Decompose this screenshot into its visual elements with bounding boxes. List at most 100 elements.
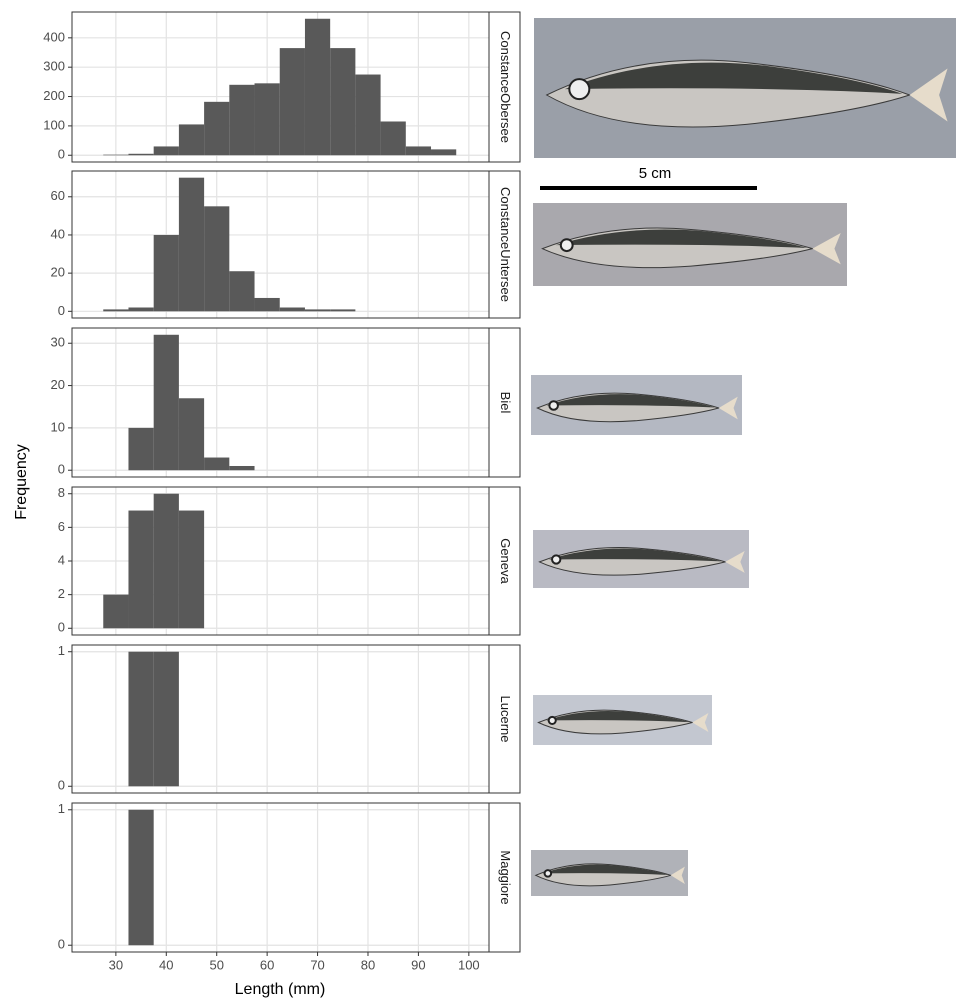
strip xyxy=(488,327,521,478)
fish-photo xyxy=(531,850,688,896)
y-tick-label: 0 xyxy=(58,620,65,635)
fish-tail xyxy=(909,68,948,122)
fish-eye xyxy=(559,238,574,253)
bar xyxy=(153,234,179,312)
fish-eye xyxy=(543,869,553,878)
strip-label: Lucerne xyxy=(498,696,513,743)
y-tick-label: 0 xyxy=(58,147,65,162)
y-tick-label: 1 xyxy=(58,801,65,816)
bar xyxy=(204,457,230,471)
y-tick-label: 400 xyxy=(43,29,65,44)
y-tick-label: 2 xyxy=(58,586,65,601)
bar xyxy=(304,18,331,156)
x-tick-label: 60 xyxy=(260,957,274,972)
bar xyxy=(204,101,230,156)
bar xyxy=(153,493,179,629)
bar xyxy=(128,510,154,629)
fish-back xyxy=(564,62,903,94)
strip-label: ConstanceObersee xyxy=(498,31,513,143)
y-tick-label: 0 xyxy=(58,937,65,952)
x-tick-label: 80 xyxy=(361,957,375,972)
bar xyxy=(178,510,205,629)
y-tick-label: 0 xyxy=(58,778,65,793)
y-tick-label: 6 xyxy=(58,519,65,534)
bar xyxy=(254,83,280,156)
y-tick-label: 8 xyxy=(58,485,65,500)
fish-eye xyxy=(548,400,559,411)
fish-tail xyxy=(670,866,685,884)
y-tick-label: 60 xyxy=(51,188,65,203)
fish-back xyxy=(555,229,808,248)
scale-bar-label: 5 cm xyxy=(639,165,672,182)
y-tick-label: 40 xyxy=(51,226,65,241)
x-tick-label: 100 xyxy=(458,957,480,972)
y-tick-label: 0 xyxy=(58,303,65,318)
x-tick-label: 40 xyxy=(159,957,173,972)
fish-photo xyxy=(534,18,956,158)
bar xyxy=(229,271,255,312)
y-tick-label: 20 xyxy=(51,377,65,392)
strip xyxy=(488,486,521,636)
bar xyxy=(103,309,129,312)
bar xyxy=(153,146,179,156)
fish-photo xyxy=(533,695,712,745)
y-tick-label: 20 xyxy=(51,265,65,280)
x-tick-label: 30 xyxy=(109,957,123,972)
strip xyxy=(488,170,521,319)
fish-back xyxy=(546,710,690,723)
fish-back xyxy=(542,864,669,875)
fish-photo xyxy=(531,375,742,435)
strip-label: Biel xyxy=(498,392,513,414)
x-tick-label: 90 xyxy=(411,957,425,972)
fish-tail xyxy=(718,396,738,420)
y-tick-label: 0 xyxy=(58,462,65,477)
strip-label: Geneva xyxy=(498,538,513,584)
bar xyxy=(405,146,432,156)
bar xyxy=(229,84,255,156)
y-tick-label: 100 xyxy=(43,117,65,132)
bar xyxy=(153,334,179,471)
bar xyxy=(103,154,129,156)
fish-photo xyxy=(533,203,847,286)
x-tick-label: 70 xyxy=(310,957,324,972)
bar xyxy=(380,121,406,156)
y-axis-title: Frequency xyxy=(13,444,30,520)
fish-back xyxy=(546,394,716,408)
strip-label: Maggiore xyxy=(498,850,513,904)
y-tick-label: 1 xyxy=(58,643,65,658)
x-axis-title: Length (mm) xyxy=(235,981,326,998)
y-tick-label: 30 xyxy=(51,335,65,350)
bar xyxy=(128,153,154,156)
panel-background xyxy=(72,171,489,318)
bar xyxy=(279,48,305,156)
bar xyxy=(178,398,205,471)
y-tick-label: 4 xyxy=(58,552,65,567)
bar xyxy=(128,809,154,946)
bar xyxy=(153,651,179,787)
bar xyxy=(178,124,205,156)
fish-tail xyxy=(692,713,709,732)
bar xyxy=(128,307,154,312)
fish-tail xyxy=(812,232,841,265)
bar xyxy=(229,465,255,471)
x-tick-label: 50 xyxy=(209,957,223,972)
bar xyxy=(330,48,356,156)
bar xyxy=(254,297,280,312)
bar xyxy=(178,177,205,312)
fish-back xyxy=(548,548,722,562)
strip-label: ConstanceUntersee xyxy=(498,187,513,302)
fish-eye xyxy=(568,78,591,101)
bar xyxy=(128,427,154,471)
strip xyxy=(488,644,521,794)
bar xyxy=(128,651,154,787)
fish-photo xyxy=(533,530,749,588)
strip xyxy=(488,802,521,953)
bar xyxy=(103,594,129,629)
bar xyxy=(431,149,457,156)
y-tick-label: 200 xyxy=(43,88,65,103)
y-tick-label: 300 xyxy=(43,59,65,74)
y-tick-label: 10 xyxy=(51,419,65,434)
bar xyxy=(304,309,331,312)
